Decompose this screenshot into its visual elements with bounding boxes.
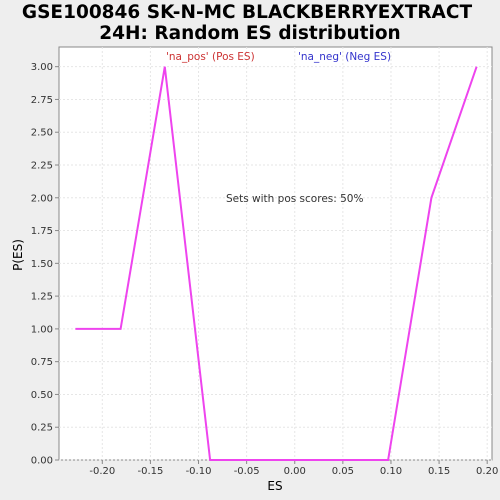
series-layer	[75, 66, 478, 461]
grid-lines	[59, 47, 492, 461]
plot-area	[58, 46, 493, 461]
x-axis-label: ES	[267, 479, 282, 493]
x-axis-ticks: -0.20 -0.15 -0.10 -0.05 0.00 0.05 0.10 0.15 0.20	[89, 460, 498, 477]
y-tick-label: 1.25	[31, 292, 53, 303]
y-axis-label: P(ES)	[11, 239, 25, 271]
chart-title-line-1: GSE100846 SK-N-MC BLACKBERRYEXTRACT	[22, 2, 473, 23]
y-tick-label: 1.75	[31, 226, 53, 237]
legend-entry-neg: 'na_neg' (Neg ES)	[298, 51, 391, 63]
y-tick-label: 0.75	[31, 357, 53, 368]
y-axis-ticks: 0.00 0.25 0.50 0.75 1.00 1.25 1.50 1.75 2.00 2.25…	[31, 62, 59, 467]
y-tick-label: 1.50	[31, 259, 53, 270]
y-tick-label: 2.00	[31, 193, 53, 204]
y-tick-label: 2.50	[31, 128, 53, 139]
pos-scores-annotation: Sets with pos scores: 50%	[226, 193, 363, 205]
x-tick-label: -0.15	[137, 466, 163, 477]
y-tick-label: 0.00	[31, 456, 53, 467]
x-tick-label: 0.05	[332, 466, 354, 477]
x-tick-label: 0.10	[380, 466, 402, 477]
es-distribution-line	[75, 66, 478, 461]
legend-entry-pos: 'na_pos' (Pos ES)	[166, 51, 255, 63]
y-tick-label: 0.50	[31, 390, 53, 401]
x-tick-label: -0.20	[89, 466, 115, 477]
x-tick-label: -0.10	[186, 466, 212, 477]
y-tick-label: 2.25	[31, 161, 53, 172]
x-tick-label: 0.00	[284, 466, 306, 477]
x-tick-label: 0.20	[476, 466, 498, 477]
chart-title-line-2: 24H: Random ES distribution	[99, 23, 400, 44]
y-tick-label: 1.00	[31, 324, 53, 335]
x-tick-label: -0.05	[234, 466, 260, 477]
y-tick-label: 3.00	[31, 62, 53, 73]
y-tick-label: 2.75	[31, 95, 53, 106]
x-tick-label: 0.15	[428, 466, 450, 477]
y-tick-label: 0.25	[31, 423, 53, 434]
